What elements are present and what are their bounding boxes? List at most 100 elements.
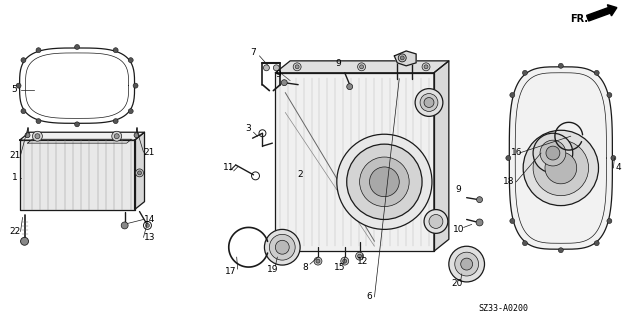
Circle shape bbox=[341, 257, 348, 265]
Text: 22: 22 bbox=[9, 227, 20, 236]
Polygon shape bbox=[19, 140, 135, 210]
Text: 2: 2 bbox=[298, 170, 303, 180]
Text: 14: 14 bbox=[144, 215, 155, 224]
Circle shape bbox=[559, 63, 564, 68]
Text: 15: 15 bbox=[334, 263, 345, 272]
Polygon shape bbox=[434, 61, 449, 251]
Circle shape bbox=[355, 252, 364, 260]
Circle shape bbox=[360, 157, 409, 207]
Circle shape bbox=[21, 58, 26, 63]
Circle shape bbox=[523, 130, 599, 206]
Circle shape bbox=[424, 65, 428, 69]
Polygon shape bbox=[19, 132, 145, 140]
Circle shape bbox=[369, 167, 399, 197]
Circle shape bbox=[276, 240, 289, 254]
Circle shape bbox=[523, 70, 528, 75]
Polygon shape bbox=[509, 67, 613, 249]
Text: 21: 21 bbox=[9, 150, 20, 160]
Circle shape bbox=[510, 219, 515, 223]
Circle shape bbox=[36, 119, 41, 124]
Circle shape bbox=[337, 134, 432, 229]
Circle shape bbox=[25, 133, 30, 138]
Text: 11: 11 bbox=[223, 164, 235, 172]
Circle shape bbox=[136, 169, 143, 177]
Circle shape bbox=[476, 219, 483, 226]
Circle shape bbox=[594, 241, 599, 246]
Circle shape bbox=[506, 156, 511, 161]
Circle shape bbox=[523, 241, 528, 246]
Circle shape bbox=[316, 259, 320, 263]
Text: 7: 7 bbox=[251, 48, 257, 57]
Circle shape bbox=[16, 83, 21, 88]
Text: 20: 20 bbox=[451, 279, 462, 288]
Text: 1: 1 bbox=[12, 173, 18, 182]
Circle shape bbox=[75, 44, 79, 50]
Circle shape bbox=[35, 134, 40, 139]
Circle shape bbox=[145, 223, 150, 228]
Circle shape bbox=[36, 48, 41, 53]
Text: 9: 9 bbox=[335, 59, 341, 68]
Circle shape bbox=[295, 65, 299, 69]
Circle shape bbox=[455, 252, 479, 276]
Circle shape bbox=[510, 92, 515, 98]
Text: 13: 13 bbox=[143, 233, 155, 242]
Polygon shape bbox=[276, 73, 434, 251]
Text: SZ33-A0200: SZ33-A0200 bbox=[478, 304, 528, 313]
Circle shape bbox=[460, 258, 472, 270]
Circle shape bbox=[424, 210, 448, 233]
Text: 8: 8 bbox=[302, 263, 308, 272]
Circle shape bbox=[420, 93, 438, 111]
Text: 19: 19 bbox=[267, 265, 278, 274]
Circle shape bbox=[121, 222, 128, 229]
Circle shape bbox=[594, 70, 599, 75]
Polygon shape bbox=[135, 132, 145, 210]
Circle shape bbox=[21, 109, 26, 114]
Circle shape bbox=[33, 131, 42, 141]
Text: 18: 18 bbox=[503, 177, 514, 186]
Text: 9: 9 bbox=[276, 70, 281, 79]
Circle shape bbox=[113, 119, 118, 124]
Text: 4: 4 bbox=[616, 164, 621, 172]
Text: FR.: FR. bbox=[570, 14, 587, 24]
Circle shape bbox=[114, 134, 120, 139]
Circle shape bbox=[400, 56, 404, 60]
Circle shape bbox=[112, 131, 121, 141]
Circle shape bbox=[75, 122, 79, 127]
Circle shape bbox=[264, 229, 300, 265]
Circle shape bbox=[607, 219, 612, 223]
Circle shape bbox=[607, 92, 612, 98]
Circle shape bbox=[293, 63, 301, 71]
Circle shape bbox=[128, 58, 133, 63]
Circle shape bbox=[422, 63, 430, 71]
FancyArrow shape bbox=[587, 5, 617, 21]
Text: 16: 16 bbox=[511, 148, 522, 156]
Circle shape bbox=[477, 197, 482, 203]
Circle shape bbox=[611, 156, 616, 161]
Circle shape bbox=[281, 80, 287, 86]
Circle shape bbox=[343, 259, 347, 263]
Circle shape bbox=[545, 152, 577, 184]
Circle shape bbox=[398, 54, 406, 62]
Circle shape bbox=[21, 237, 28, 245]
Circle shape bbox=[138, 171, 142, 175]
Text: 21: 21 bbox=[144, 148, 155, 156]
Circle shape bbox=[134, 133, 139, 138]
Circle shape bbox=[540, 140, 566, 166]
Circle shape bbox=[347, 84, 353, 90]
Circle shape bbox=[533, 140, 589, 196]
Circle shape bbox=[269, 234, 295, 260]
Circle shape bbox=[360, 65, 364, 69]
Circle shape bbox=[415, 89, 443, 116]
Circle shape bbox=[264, 65, 269, 71]
Text: 6: 6 bbox=[367, 292, 372, 301]
Circle shape bbox=[559, 248, 564, 253]
Text: 3: 3 bbox=[246, 124, 252, 133]
Text: 9: 9 bbox=[456, 185, 462, 194]
Circle shape bbox=[424, 98, 434, 108]
Circle shape bbox=[429, 214, 443, 228]
Text: 5: 5 bbox=[12, 85, 18, 94]
Polygon shape bbox=[276, 61, 449, 73]
Text: 17: 17 bbox=[225, 267, 237, 276]
Polygon shape bbox=[394, 51, 416, 66]
Circle shape bbox=[128, 109, 133, 114]
